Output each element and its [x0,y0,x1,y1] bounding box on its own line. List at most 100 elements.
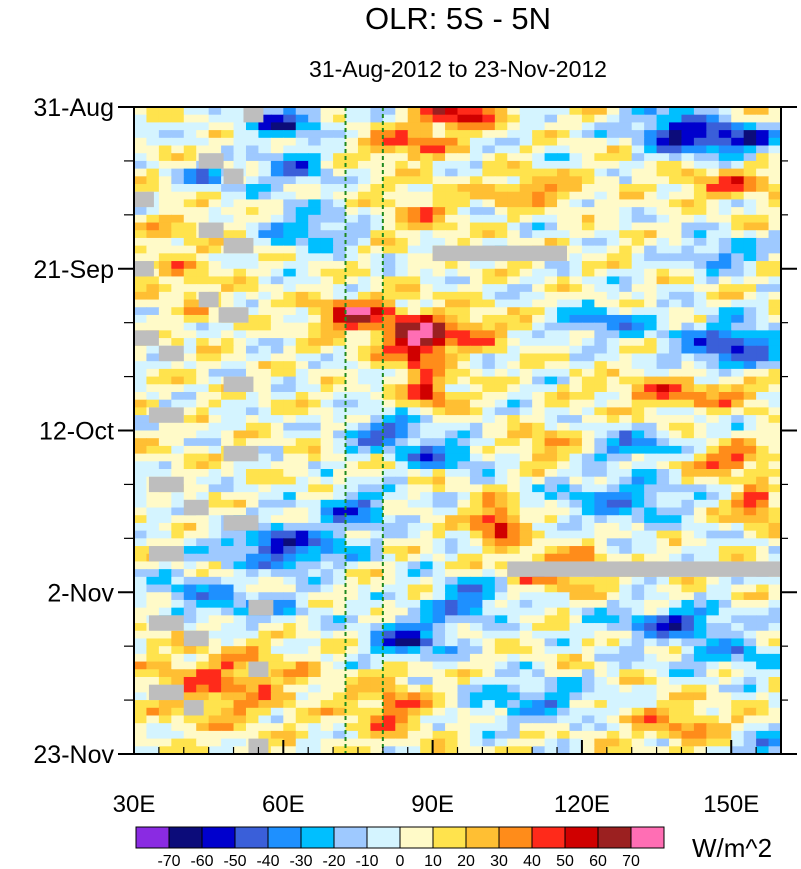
heatmap-cell [245,715,260,724]
heatmap-cell [693,415,707,424]
heatmap-cell [183,330,197,339]
heatmap-cell [395,214,409,224]
heatmap-cell [270,191,284,201]
heatmap-cell [619,499,633,509]
heatmap-cell [507,291,521,301]
heatmap-cell [357,399,371,408]
heatmap-cell [146,530,160,539]
heatmap-cell [469,114,483,123]
heatmap-cell [656,291,670,301]
heatmap-cell [221,638,235,647]
heatmap-cell [270,314,284,324]
heatmap-cell [320,299,334,308]
heatmap-cell [270,445,284,455]
heatmap-cell [669,284,683,293]
heatmap-cell [581,160,595,170]
heatmap-cell [270,122,284,131]
heatmap-cell [457,160,471,170]
heatmap-cell [146,746,160,755]
heatmap-cell [208,492,222,501]
heatmap-cell [395,546,409,555]
heatmap-cell [407,415,421,424]
heatmap-cell [631,592,645,601]
heatmap-cell [756,476,770,486]
heatmap-cell [469,145,483,154]
heatmap-cell [320,715,334,724]
heatmap-cell [731,137,745,147]
heatmap-cell [357,407,371,416]
heatmap-cell [183,314,197,324]
heatmap-cell [183,338,197,347]
heatmap-cell [221,122,235,131]
heatmap-cell [395,230,409,239]
heatmap-cell [544,723,558,732]
heatmap-cell [270,607,284,616]
heatmap-cell [320,338,334,347]
heatmap-cell [395,746,409,755]
heatmap-cell [245,484,260,493]
heatmap-cell [345,207,359,216]
heatmap-cell [370,499,384,509]
heatmap-cell [557,522,571,532]
heatmap-cell [606,130,620,139]
heatmap-cell [308,114,322,123]
heatmap-cell [581,499,595,509]
heatmap-cell [706,407,720,416]
heatmap-cell [482,700,496,709]
heatmap-cell [370,522,384,532]
heatmap-cell [731,368,745,378]
heatmap-cell [233,322,247,331]
heatmap-cell [320,330,334,339]
heatmap-cell [544,676,558,686]
heatmap-cell [669,492,683,501]
units-label: W/m^2 [692,833,772,863]
heatmap-cell [407,661,421,670]
heatmap-cell [656,715,670,724]
heatmap-cell [569,330,583,339]
heatmap-cell [644,453,658,462]
heatmap-cell [494,599,508,609]
heatmap-cell [532,715,546,724]
heatmap-cell [606,391,620,401]
heatmap-cell [731,422,745,432]
heatmap-cell [432,453,446,462]
heatmap-cell [221,361,235,370]
heatmap-cell [295,391,309,401]
heatmap-cell [221,422,235,432]
heatmap-cell [295,422,309,432]
heatmap-cell [718,630,732,640]
heatmap-cell [743,268,757,278]
heatmap-cell [245,422,260,432]
heatmap-cell [457,145,471,154]
heatmap-cell [731,438,745,447]
heatmap-cell [407,284,421,293]
heatmap-cell [519,322,533,331]
heatmap-cell [320,353,334,362]
heatmap-cell [134,723,148,732]
heatmap-cell [743,646,757,655]
heatmap-cell [681,384,695,393]
heatmap-cell [631,207,645,216]
heatmap-cell [619,553,633,563]
heatmap-cell [370,476,384,486]
heatmap-cell [743,191,757,201]
heatmap-cell [644,160,658,170]
heatmap-cell [681,615,695,624]
heatmap-cell [482,438,496,447]
heatmap-cell [432,438,446,447]
heatmap-cell [270,522,284,532]
heatmap-cell [569,492,583,501]
heatmap-cell [631,284,645,293]
heatmap-cell [270,484,284,493]
heatmap-cell [731,546,745,555]
heatmap-cell [644,715,658,724]
heatmap-cell [718,692,732,701]
heatmap-cell [233,599,247,609]
colorbar-label: 70 [622,853,640,869]
heatmap-cell [196,461,210,470]
heatmap-cell [756,546,770,555]
heatmap-cell [345,546,359,555]
heatmap-cell [432,430,446,439]
heatmap-cell [581,322,595,331]
heatmap-cell [134,584,148,593]
